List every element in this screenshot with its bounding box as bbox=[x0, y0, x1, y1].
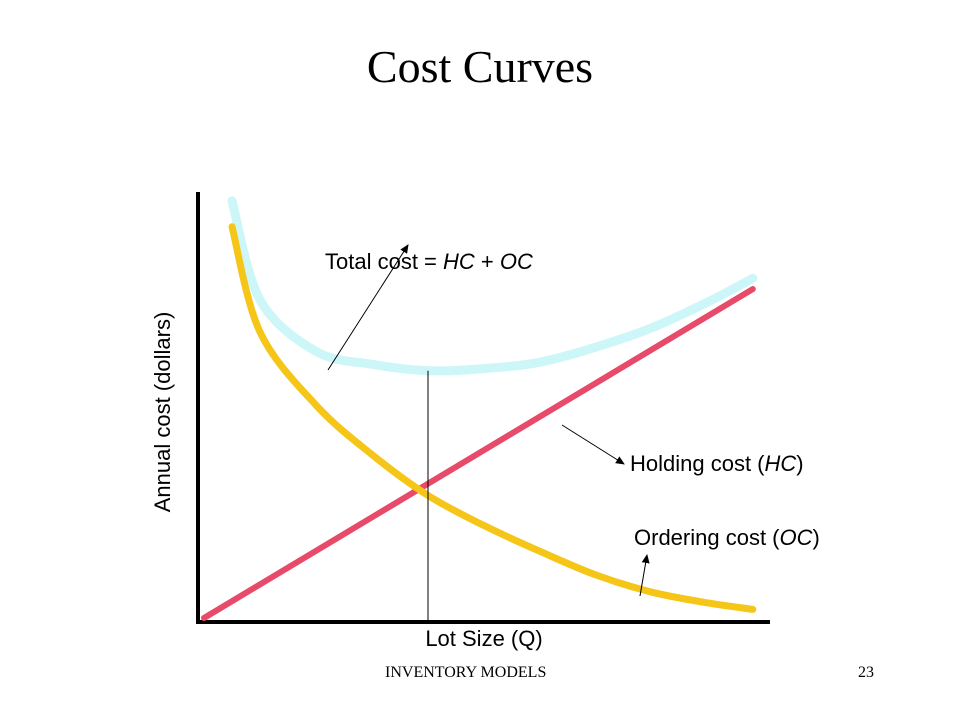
holding-cost-line bbox=[201, 286, 756, 621]
x-axis-label: Lot Size (Q) bbox=[425, 626, 542, 651]
y-axis-label: Annual cost (dollars) bbox=[150, 312, 175, 513]
holding-cost-label-part-3: ) bbox=[796, 451, 803, 476]
x-axis-label-text: Lot Size (Q) bbox=[425, 626, 542, 651]
ordering-cost-label-part-2: OC bbox=[780, 525, 813, 550]
ordering-cost-label: Ordering cost (OC) bbox=[634, 525, 820, 550]
ordering-cost-arrow bbox=[639, 554, 650, 597]
page-number: 23 bbox=[858, 664, 874, 681]
footer-left: INVENTORY MODELS bbox=[385, 664, 547, 681]
holding-cost-label: Holding cost (HC) bbox=[630, 451, 804, 476]
ordering-cost-label-part-3: ) bbox=[813, 525, 820, 550]
series-layer bbox=[201, 196, 758, 621]
total-cost-label-part-4: OC bbox=[500, 249, 533, 274]
total-cost-label-part-3: + bbox=[475, 249, 500, 274]
holding-cost-arrow bbox=[561, 424, 625, 465]
slide-title: Cost Curves bbox=[366, 41, 594, 92]
holding-cost-label-part-1: Holding cost ( bbox=[630, 451, 765, 476]
total-cost-label-part-1: Total cost = bbox=[325, 249, 443, 274]
ordering-cost-label-part-1: Ordering cost ( bbox=[634, 525, 780, 550]
ordering-cost-curve bbox=[228, 223, 757, 613]
total-cost-arrow bbox=[327, 244, 409, 371]
total-cost-label: Total cost = HC + OC bbox=[325, 249, 533, 274]
total-cost-curve bbox=[227, 196, 758, 376]
holding-cost-label-part-2: HC bbox=[765, 451, 797, 476]
total-cost-label-part-2: HC bbox=[443, 249, 475, 274]
